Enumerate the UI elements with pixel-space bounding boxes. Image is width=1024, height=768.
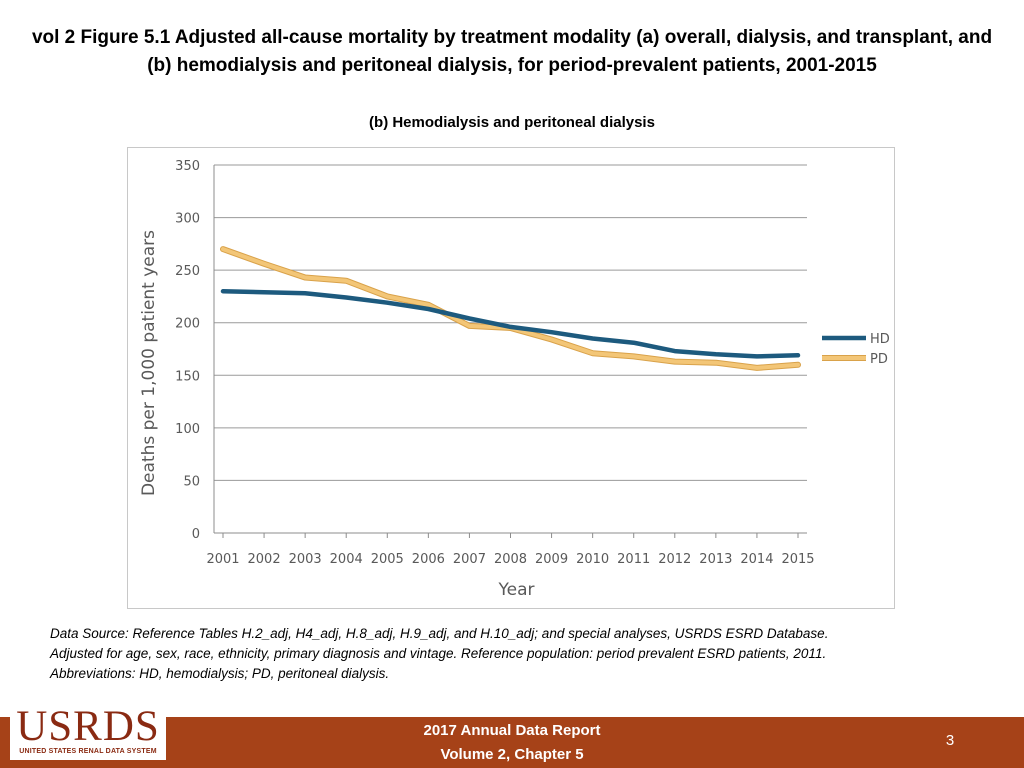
y-tick-label-300: 300 — [175, 212, 200, 227]
report-line-2: Volume 2, Chapter 5 — [440, 746, 584, 763]
x-tick-label-2008: 2008 — [494, 552, 527, 567]
usrds-logo: USRDS UNITED STATES RENAL DATA SYSTEM — [10, 704, 166, 760]
usrds-logo-subtext: UNITED STATES RENAL DATA SYSTEM — [19, 748, 157, 755]
y-tick-label-0: 0 — [192, 527, 200, 542]
usrds-logo-text: USRDS — [16, 703, 160, 750]
y-tick-label-350: 350 — [175, 159, 200, 174]
footnote-data-source: Data Source: Reference Tables H.2_adj, H… — [50, 626, 829, 641]
x-axis-title: Year — [498, 580, 535, 600]
x-tick-label-2005: 2005 — [371, 552, 404, 567]
y-tick-label-200: 200 — [175, 317, 200, 332]
x-tick-label-2002: 2002 — [248, 552, 281, 567]
x-tick-label-2006: 2006 — [412, 552, 445, 567]
y-tick-label-150: 150 — [175, 369, 200, 384]
footnote-abbreviations: Abbreviations: HD, hemodialysis; PD, per… — [50, 666, 390, 681]
x-tick-label-2003: 2003 — [289, 552, 322, 567]
x-tick-label-2013: 2013 — [699, 552, 732, 567]
legend-label-pd: PD — [870, 352, 888, 367]
slide-title: vol 2 Figure 5.1 Adjusted all-cause mort… — [31, 27, 993, 76]
y-tick-label-250: 250 — [175, 264, 200, 279]
x-tick-label-2010: 2010 — [576, 552, 609, 567]
x-tick-label-2011: 2011 — [617, 552, 650, 567]
series-line-outline-pd — [220, 246, 801, 371]
line-chart: 0 50 100 150 200 250 300 350 2001 2002 2003 2004 200… — [139, 159, 890, 600]
footnotes: Data Source: Reference Tables H.2_adj, H… — [50, 624, 990, 684]
chart-subtitle: (b) Hemodialysis and peritoneal dialysis — [369, 114, 655, 131]
y-tick-label-50: 50 — [183, 474, 200, 489]
x-tick-label-2001: 2001 — [206, 552, 239, 567]
x-tick-label-2004: 2004 — [330, 552, 363, 567]
y-axis-title: Deaths per 1,000 patient years — [139, 230, 159, 496]
footer-bar — [0, 717, 1024, 768]
legend-label-hd: HD — [870, 332, 890, 347]
series-line-hd — [220, 288, 801, 359]
y-tick-label-100: 100 — [175, 422, 200, 437]
x-tick-label-2009: 2009 — [535, 552, 568, 567]
page-number: 3 — [945, 732, 955, 749]
x-tick-label-2007: 2007 — [453, 552, 486, 567]
report-label: 2017 Annual Data Report Volume 2, Chapte… — [312, 719, 712, 767]
series-line-pd — [221, 247, 800, 370]
footnote-adjustment: Adjusted for age, sex, race, ethnicity, … — [50, 646, 827, 661]
x-tick-label-2014: 2014 — [740, 552, 773, 567]
x-tick-label-2012: 2012 — [658, 552, 691, 567]
x-tick-label-2015: 2015 — [781, 552, 814, 567]
chart-frame: 0 50 100 150 200 250 300 350 2001 2002 2003 2004 200… — [127, 147, 895, 609]
report-line-1: 2017 Annual Data Report — [423, 722, 601, 739]
